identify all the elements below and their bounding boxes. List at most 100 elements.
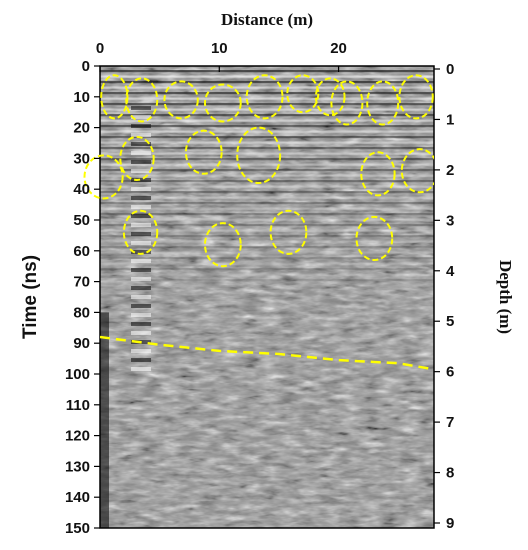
reflection-band bbox=[100, 163, 434, 166]
anomaly-ellipse bbox=[286, 74, 320, 114]
reflection-band bbox=[100, 251, 434, 254]
anomaly-ellipse bbox=[366, 80, 400, 126]
ringing-band bbox=[131, 295, 152, 299]
reflection-band bbox=[100, 257, 434, 260]
time-tick-label: 80 bbox=[73, 304, 90, 321]
reflection-band bbox=[100, 130, 434, 133]
reflection-band bbox=[100, 136, 434, 139]
anomaly-ellipse bbox=[360, 151, 396, 197]
reflection-band bbox=[100, 196, 434, 199]
time-axis-ticks: 0 10 20 30 40 50 60 70 80 90 100 110 120 130 140 150 bbox=[65, 58, 100, 537]
radargram-image bbox=[100, 66, 434, 528]
ringing-band bbox=[131, 223, 152, 227]
reflection-band bbox=[100, 103, 434, 106]
reflection-band bbox=[100, 246, 434, 249]
ringing-band bbox=[131, 196, 152, 200]
time-tick-label: 20 bbox=[73, 120, 90, 137]
ringing-band bbox=[131, 160, 152, 164]
depth-tick-label: 6 bbox=[446, 364, 454, 381]
reflection-band bbox=[100, 202, 434, 205]
depth-tick-label: 7 bbox=[446, 414, 454, 431]
reflection-band bbox=[100, 152, 434, 155]
anomaly-ellipse bbox=[400, 148, 434, 194]
depth-tick-label: 5 bbox=[446, 313, 454, 330]
x-axis-ticks: 0 10 20 bbox=[96, 40, 347, 72]
anomaly-ellipse bbox=[203, 83, 242, 123]
time-tick-label: 40 bbox=[73, 181, 90, 198]
ringing-band bbox=[131, 187, 152, 191]
ringing-band bbox=[131, 367, 152, 371]
depth-axis-ticks: 0 1 2 3 4 5 6 7 8 9 bbox=[434, 61, 455, 532]
ringing-band bbox=[131, 115, 152, 119]
reflection-band bbox=[100, 224, 434, 227]
time-tick-label: 120 bbox=[65, 428, 90, 445]
plot-frame bbox=[99, 65, 435, 529]
anomaly-ellipse bbox=[203, 222, 242, 268]
depth-tick-label: 2 bbox=[446, 162, 454, 179]
radargram-texture bbox=[100, 66, 434, 528]
reflection-band bbox=[100, 218, 434, 221]
anomaly-ellipse bbox=[163, 80, 199, 120]
reflection-band bbox=[100, 185, 434, 188]
ringing-band bbox=[131, 268, 152, 272]
reflection-band bbox=[100, 174, 434, 177]
ringing-band bbox=[131, 331, 152, 335]
reflection-band bbox=[100, 235, 434, 238]
ringing-band bbox=[131, 277, 152, 281]
annotations-layer bbox=[100, 74, 434, 371]
anomaly-ellipse bbox=[125, 77, 159, 123]
anomaly-ellipse bbox=[83, 154, 124, 200]
anomaly-ellipse bbox=[330, 80, 364, 126]
reflection-band bbox=[100, 229, 434, 232]
anomaly-ellipse bbox=[236, 126, 282, 185]
ringing-band bbox=[131, 178, 152, 182]
x-tick-label: 20 bbox=[330, 40, 347, 57]
ringing-band bbox=[131, 313, 152, 317]
reflection-band bbox=[100, 284, 434, 287]
ringing-band bbox=[131, 142, 152, 146]
reflection-band bbox=[100, 86, 434, 89]
annotations-outer-layer bbox=[83, 154, 124, 200]
reflection-band bbox=[100, 70, 434, 73]
depth-tick-label: 0 bbox=[446, 61, 454, 78]
reflection-band bbox=[100, 75, 434, 78]
depth-tick-label: 8 bbox=[446, 465, 454, 482]
ringing-band bbox=[131, 124, 152, 128]
interface-line bbox=[100, 335, 434, 371]
time-tick-label: 150 bbox=[65, 520, 90, 537]
x-tick-label: 10 bbox=[211, 40, 228, 57]
reflection-band bbox=[100, 169, 434, 172]
anomaly-ellipse bbox=[269, 209, 308, 255]
reflection-band bbox=[100, 240, 434, 243]
reflection-band bbox=[100, 268, 434, 271]
ringing-band bbox=[131, 133, 152, 137]
ringing-band bbox=[131, 259, 152, 263]
reflection-band bbox=[100, 262, 434, 265]
reflection-band bbox=[100, 273, 434, 276]
reflection-band bbox=[100, 158, 434, 161]
anomaly-ellipse bbox=[355, 215, 394, 262]
reflection-band bbox=[100, 92, 434, 95]
anomaly-ellipse bbox=[100, 74, 129, 120]
time-tick-label: 90 bbox=[73, 335, 90, 352]
ringing-band bbox=[131, 322, 152, 326]
time-tick-label: 0 bbox=[82, 58, 90, 75]
x-tick-label: 0 bbox=[96, 40, 104, 57]
time-tick-label: 110 bbox=[66, 397, 90, 414]
ringing-band bbox=[131, 169, 152, 173]
reflection-band bbox=[100, 119, 434, 122]
time-tick-label: 60 bbox=[73, 243, 90, 260]
anomaly-ellipse bbox=[314, 77, 346, 117]
time-tick-label: 10 bbox=[73, 89, 90, 106]
reflection-band bbox=[100, 141, 434, 144]
anomaly-ellipse bbox=[184, 129, 223, 175]
x-axis-title: Distance (m) bbox=[221, 10, 313, 29]
reflection-band bbox=[100, 279, 434, 282]
time-tick-label: 50 bbox=[73, 212, 90, 229]
anomaly-ellipse bbox=[398, 74, 434, 120]
time-tick-label: 70 bbox=[73, 274, 90, 291]
time-tick-label: 130 bbox=[65, 458, 90, 475]
anomaly-ellipse bbox=[122, 209, 159, 255]
reflection-band bbox=[100, 97, 434, 100]
reflection-band bbox=[100, 147, 434, 150]
